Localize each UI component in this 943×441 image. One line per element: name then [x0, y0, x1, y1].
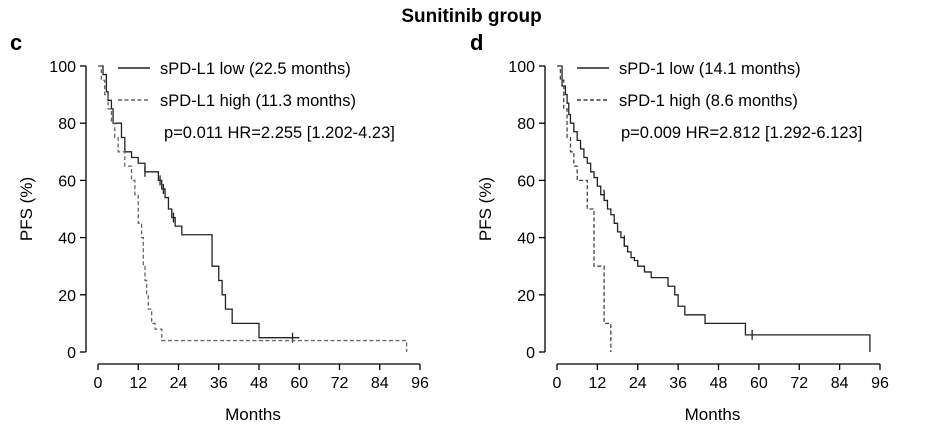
x-tick-label: 84	[831, 375, 849, 392]
y-tick-label: 100	[49, 59, 76, 76]
y-axis-label: PFS (%)	[476, 177, 495, 241]
x-tick-label: 0	[553, 375, 562, 392]
x-tick-label: 36	[669, 375, 687, 392]
stats-annotation: p=0.011 HR=2.255 [1.202-4.23]	[164, 124, 395, 142]
y-tick-label: 0	[67, 345, 76, 362]
legend-label: sPD-L1 high (11.3 months)	[160, 92, 356, 110]
x-tick-label: 0	[94, 375, 103, 392]
x-tick-label: 12	[588, 375, 606, 392]
km-curve-high	[98, 65, 408, 352]
y-tick-label: 80	[58, 116, 76, 133]
x-tick-label: 72	[331, 375, 349, 392]
panel-letter-c: c	[10, 30, 23, 55]
y-tick-label: 100	[508, 59, 535, 76]
y-tick-label: 20	[517, 288, 535, 305]
stats-annotation: p=0.009 HR=2.812 [1.292-6.123]	[621, 124, 862, 142]
panel-d-plot: 0 12 24 36 48 60 72 84 96 0 20 40 60 80 100 Months PFS (…	[476, 59, 889, 424]
y-tick-label: 40	[58, 231, 76, 248]
legend-label: sPD-1 low (14.1 months)	[619, 60, 801, 78]
x-tick-label: 24	[629, 375, 647, 392]
x-tick-label: 60	[750, 375, 768, 392]
y-tick-label: 60	[517, 173, 535, 190]
x-tick-label: 36	[210, 375, 228, 392]
x-tick-label: 96	[411, 375, 429, 392]
y-tick-label: 40	[517, 231, 535, 248]
x-axis-label: Months	[225, 405, 281, 424]
legend-label: sPD-L1 low (22.5 months)	[160, 60, 351, 78]
y-tick-label: 0	[526, 345, 535, 362]
x-tick-label: 48	[250, 375, 268, 392]
legend-label: sPD-1 high (8.6 months)	[619, 92, 798, 110]
x-tick-label: 84	[371, 375, 389, 392]
x-tick-label: 12	[129, 375, 147, 392]
x-tick-label: 72	[790, 375, 808, 392]
y-tick-label: 20	[58, 288, 76, 305]
km-curve-low	[557, 65, 871, 352]
x-tick-label: 24	[170, 375, 188, 392]
km-curve-high	[557, 65, 612, 352]
panel-letter-d: d	[470, 30, 484, 55]
x-axis-label: Months	[685, 405, 741, 424]
figure-title: Sunitinib group	[401, 6, 542, 27]
y-tick-label: 60	[58, 173, 76, 190]
y-tick-label: 80	[517, 116, 535, 133]
x-tick-label: 96	[871, 375, 889, 392]
panel-c-plot: 0 12 24 36 48 60 72 84 96 0 20 40 60 80 100 Months PFS (…	[17, 59, 429, 424]
km-curve-low	[98, 65, 300, 339]
x-tick-label: 48	[710, 375, 728, 392]
x-tick-label: 60	[290, 375, 308, 392]
y-axis-label: PFS (%)	[17, 177, 36, 241]
